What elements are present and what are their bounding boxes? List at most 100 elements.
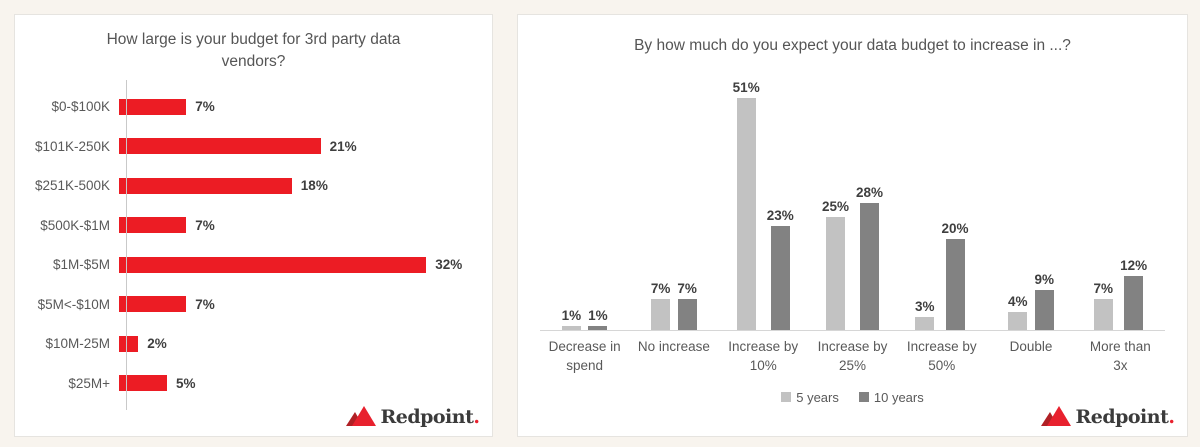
value-label: 1%	[561, 307, 582, 323]
bar-row: $0-$100K 7%	[15, 87, 492, 127]
bar-with-label: 20%	[941, 221, 969, 331]
chart-legend: 5 years 10 years	[518, 390, 1187, 405]
legend-item: 10 years	[858, 389, 924, 405]
bar	[119, 177, 292, 194]
value-label: 23%	[766, 207, 794, 223]
legend-item: 5 years	[781, 390, 839, 405]
category-label: Increase by 25%	[817, 339, 888, 373]
bar-with-label: 51%	[732, 80, 760, 331]
bar	[1124, 275, 1144, 331]
category-label: $101K-250K	[34, 138, 110, 154]
budget-size-chart-panel: How large is your budget for 3rd party d…	[14, 14, 493, 437]
category-label: $251K-500K	[34, 178, 110, 194]
bar-with-label: 28%	[856, 185, 883, 331]
bar-with-label: 23%	[767, 208, 794, 331]
bar-with-label: 3%	[915, 299, 935, 331]
category-label: Increase by 10%	[728, 339, 799, 373]
logo-dot: .	[1168, 406, 1175, 428]
bar-with-label: 9%	[1034, 271, 1055, 331]
bar	[588, 325, 608, 331]
bar	[1034, 289, 1054, 331]
bar	[119, 375, 167, 392]
bar-with-label: 7%	[677, 281, 697, 331]
bar	[119, 138, 321, 155]
value-label: 1%	[588, 307, 608, 323]
value-label: 21%	[329, 138, 357, 154]
category-label: More than 3x	[1089, 339, 1151, 373]
bar-row: $101K-250K 21%	[15, 126, 492, 166]
legend-swatch	[858, 392, 869, 403]
value-label: 9%	[1034, 271, 1055, 287]
bar	[651, 298, 671, 331]
bar	[561, 325, 581, 331]
category-label: No increase	[637, 339, 710, 355]
value-label: 25%	[821, 198, 849, 214]
value-label: 4%	[1008, 294, 1028, 310]
category-label: $25M+	[68, 375, 110, 391]
bar-with-label: 12%	[1120, 258, 1147, 331]
category-label: Increase by 50%	[906, 339, 977, 373]
value-label: 18%	[300, 178, 328, 194]
value-label: 2%	[147, 336, 167, 352]
redpoint-logo: Redpoint.	[1040, 404, 1175, 428]
bar	[1093, 298, 1113, 331]
value-label: 12%	[1120, 257, 1148, 273]
value-label: 7%	[195, 296, 215, 312]
value-label: 7%	[195, 99, 215, 115]
logo-dot: .	[473, 406, 480, 428]
category-axis-labels: Decrease in spend No increase Increase by …	[540, 338, 1165, 374]
logo-brand-text: Redpoint	[380, 406, 474, 428]
bar	[119, 256, 427, 273]
budget-increase-chart-panel: By how much do you expect your data budg…	[517, 14, 1188, 437]
bar-row: $25M+ 5%	[15, 363, 492, 403]
bar-with-label: 7%	[650, 280, 671, 331]
category-label: $0-$100K	[51, 99, 110, 115]
logo-brand-text: Redpoint	[1075, 406, 1169, 428]
bar-group: 25% 28%	[808, 185, 897, 331]
bar	[945, 239, 965, 331]
horizontal-bar-chart: $0-$100K 7% $101K-250K 21% $251K-500K 18% $500…	[15, 79, 492, 410]
grouped-column-chart: 1% 1% 7% 7% 51% 23% 25% 28% 3% 20% 4% 9% 7% 12%	[540, 73, 1165, 332]
bar-with-label: 25%	[822, 199, 849, 331]
legend-label: 10 years	[873, 389, 924, 405]
bar-row: $10M-25M 2%	[15, 324, 492, 364]
value-label: 7%	[1093, 280, 1114, 296]
value-label: 20%	[941, 221, 969, 237]
value-label: 51%	[732, 80, 760, 96]
bar-row: $500K-$1M 7%	[15, 205, 492, 245]
bar-group: 4% 9%	[986, 272, 1075, 331]
category-label: $1M-$5M	[52, 257, 110, 273]
chart-title-budget-increase: By how much do you expect your data budg…	[634, 37, 1071, 54]
category-label: $10M-25M	[45, 336, 110, 352]
bar	[825, 216, 845, 331]
value-label: 3%	[914, 298, 935, 314]
value-label: 7%	[677, 280, 697, 296]
category-label: Decrease in spend	[548, 339, 621, 373]
chart-title-budget-size: How large is your budget for 3rd party d…	[106, 31, 401, 71]
category-label: $500K-$1M	[40, 217, 110, 233]
bar-rows: $0-$100K 7% $101K-250K 21% $251K-500K 18% $500…	[15, 87, 492, 403]
bar	[119, 98, 187, 115]
bar	[915, 316, 935, 331]
legend-swatch	[781, 392, 792, 403]
value-label: 5%	[176, 375, 196, 391]
bar	[677, 298, 697, 331]
bar	[119, 335, 139, 352]
bar	[770, 225, 790, 331]
redpoint-mountain-icon	[346, 406, 377, 426]
category-label: $5M<-$10M	[37, 296, 110, 312]
bar-group: 1% 1%	[540, 308, 629, 331]
value-label: 7%	[195, 217, 215, 233]
y-axis-line	[126, 79, 127, 410]
bar	[119, 217, 187, 234]
value-label: 7%	[650, 280, 671, 296]
bar-row: $251K-500K 18%	[15, 166, 492, 206]
bar	[736, 98, 756, 331]
bar-with-label: 1%	[588, 308, 608, 331]
bar-group: 7% 7%	[629, 281, 718, 331]
bar-group: 7% 12%	[1076, 258, 1165, 331]
bar	[119, 296, 187, 313]
bar-with-label: 7%	[1093, 280, 1114, 331]
bar-group: 51% 23%	[719, 80, 808, 331]
redpoint-mountain-icon	[1041, 406, 1072, 426]
